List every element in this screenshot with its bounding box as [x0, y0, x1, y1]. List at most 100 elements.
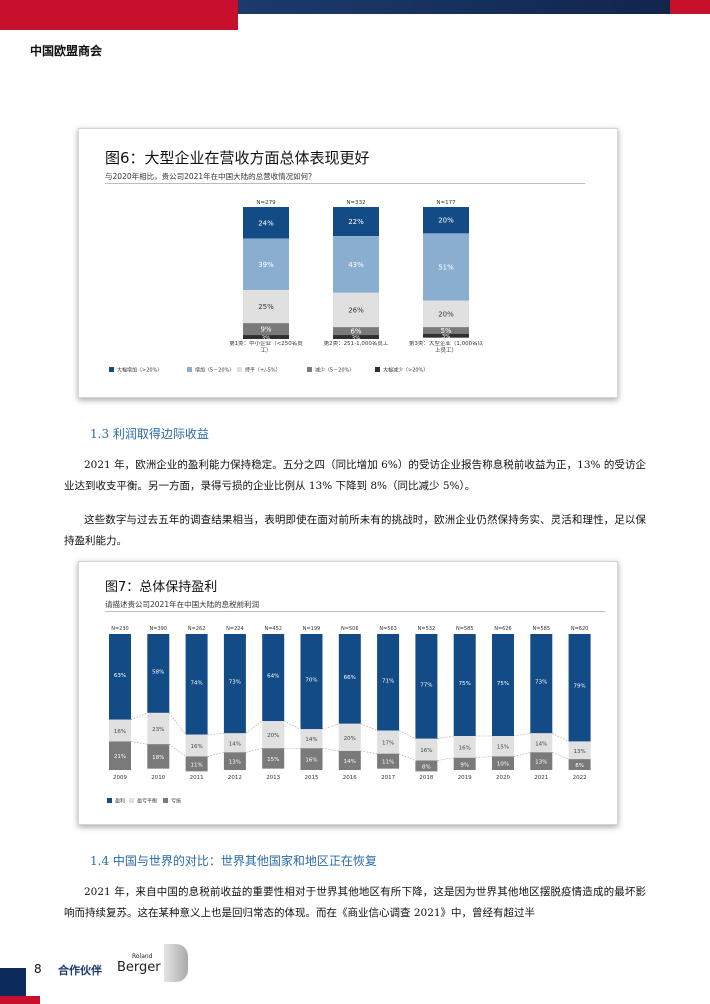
- data-label: 20%: [267, 733, 279, 739]
- footer-red-block: [0, 996, 40, 1004]
- data-label: 16%: [190, 744, 202, 750]
- section-1-4-heading: 1.4 中国与世界的对比：世界其他国家和地区正在恢复: [90, 854, 377, 868]
- bar-segment: [423, 207, 469, 234]
- n-label: N=224: [226, 626, 243, 632]
- connector-line: [130, 741, 148, 745]
- data-label: 74%: [190, 680, 202, 686]
- n-label: N=262: [188, 626, 205, 632]
- data-label: 79%: [573, 684, 585, 690]
- year-label: 2021: [534, 775, 548, 781]
- bar-segment: [453, 736, 476, 758]
- header-navy-bar: [238, 0, 710, 14]
- bar-segment: [243, 335, 289, 339]
- data-label: 63%: [114, 673, 126, 679]
- data-label: 13%: [573, 749, 585, 755]
- data-label: 8%: [575, 763, 584, 769]
- year-label: 2012: [228, 775, 242, 781]
- year-label: 2016: [343, 775, 357, 781]
- bar-segment: [109, 741, 131, 770]
- connector-line: [437, 757, 454, 761]
- data-label: 20%: [438, 310, 454, 318]
- connector-line: [245, 720, 263, 734]
- bar-segment: [415, 760, 438, 772]
- n-label: N=532: [418, 626, 435, 632]
- legend-swatch: [109, 367, 114, 372]
- data-label: 13%: [535, 760, 547, 766]
- data-label: 75%: [459, 681, 471, 687]
- year-label: 2018: [419, 775, 433, 781]
- n-label: N=390: [150, 626, 167, 632]
- connector-line: [207, 752, 224, 757]
- bar-segment: [338, 750, 361, 770]
- bar-segment: [338, 723, 361, 751]
- year-label: 2013: [266, 775, 280, 781]
- legend-label: 持平（+/-5%）: [245, 367, 281, 374]
- bar-segment: [243, 238, 289, 291]
- legend-swatch: [237, 367, 242, 372]
- category-label: 第3类：大型企业（1,000名以上员工）: [409, 341, 483, 354]
- year-label: 2010: [151, 775, 165, 781]
- data-label: 11%: [190, 762, 202, 768]
- bar-segment: [333, 335, 379, 339]
- data-label: 26%: [348, 306, 364, 314]
- bar-segment: [300, 748, 323, 770]
- org-name: 中国欧盟商会: [30, 44, 103, 58]
- bar-segment: [109, 634, 131, 720]
- data-label: 16%: [420, 748, 432, 754]
- figure-7-subtitle: 请描述贵公司2021年在中国大陆的息税前利润: [105, 600, 260, 609]
- data-label: 51%: [438, 264, 454, 272]
- n-label: N=506: [341, 626, 358, 632]
- connector-line: [513, 752, 531, 757]
- bar-segment: [262, 748, 285, 769]
- bar-segment: [423, 333, 469, 338]
- data-label: 16%: [114, 729, 126, 735]
- figure-6-rule: [105, 183, 585, 184]
- bar-segment: [243, 207, 289, 239]
- connector-line: [207, 732, 224, 735]
- n-label: N=585: [456, 626, 473, 632]
- section-1-3-heading: 1.3 利润取得边际收益: [90, 427, 209, 441]
- data-label: 9%: [260, 326, 271, 334]
- bar-segment: [262, 634, 285, 722]
- data-label: 16%: [459, 745, 471, 751]
- data-label: 21%: [114, 754, 126, 760]
- data-label: 8%: [422, 764, 431, 770]
- connector-line: [169, 743, 186, 757]
- data-label: 5%: [440, 327, 451, 335]
- bar-segment: [300, 729, 323, 749]
- bar-segment: [262, 721, 285, 749]
- bar-segment: [530, 752, 553, 770]
- data-label: 14%: [229, 741, 241, 747]
- bar-segment: [243, 290, 289, 324]
- year-label: 2020: [496, 775, 510, 781]
- data-label: 3%: [442, 334, 451, 340]
- data-label: 11%: [382, 760, 394, 766]
- figure-6-title: 图6：大型企业在营收方面总体表现更好: [105, 149, 370, 167]
- legend-label: 大幅减少（>20%）: [383, 367, 428, 374]
- bar-segment: [530, 733, 553, 753]
- n-label: N=279: [256, 200, 276, 206]
- bar-segment: [333, 292, 379, 328]
- bar-segment: [300, 634, 323, 730]
- legend-label: 盈利: [115, 798, 125, 805]
- n-label: N=452: [264, 626, 281, 632]
- bar-segment: [568, 741, 591, 760]
- bar-segment: [530, 634, 553, 734]
- n-label: N=177: [436, 200, 456, 206]
- legend-swatch: [375, 367, 380, 372]
- n-label: N=199: [303, 626, 320, 632]
- bar-segment: [492, 634, 514, 736]
- legend-swatch: [129, 798, 134, 803]
- bar-segment: [377, 753, 400, 769]
- bar-segment: [423, 300, 469, 328]
- roland-berger-logo-mark: [164, 944, 188, 982]
- data-label: 70%: [305, 678, 317, 684]
- figure-6-chart: N=27924%39%25%9%3%第1类：中小企业（<250名员工）N=332…: [109, 200, 483, 374]
- year-label: 2011: [190, 775, 204, 781]
- bar-segment: [223, 733, 246, 753]
- figure-7-title: 图7：总体保持盈利: [105, 580, 218, 595]
- data-label: 10%: [497, 762, 509, 768]
- legend-label: 亏损: [171, 798, 181, 805]
- bar-segment: [338, 634, 361, 724]
- legend-swatch: [187, 367, 192, 372]
